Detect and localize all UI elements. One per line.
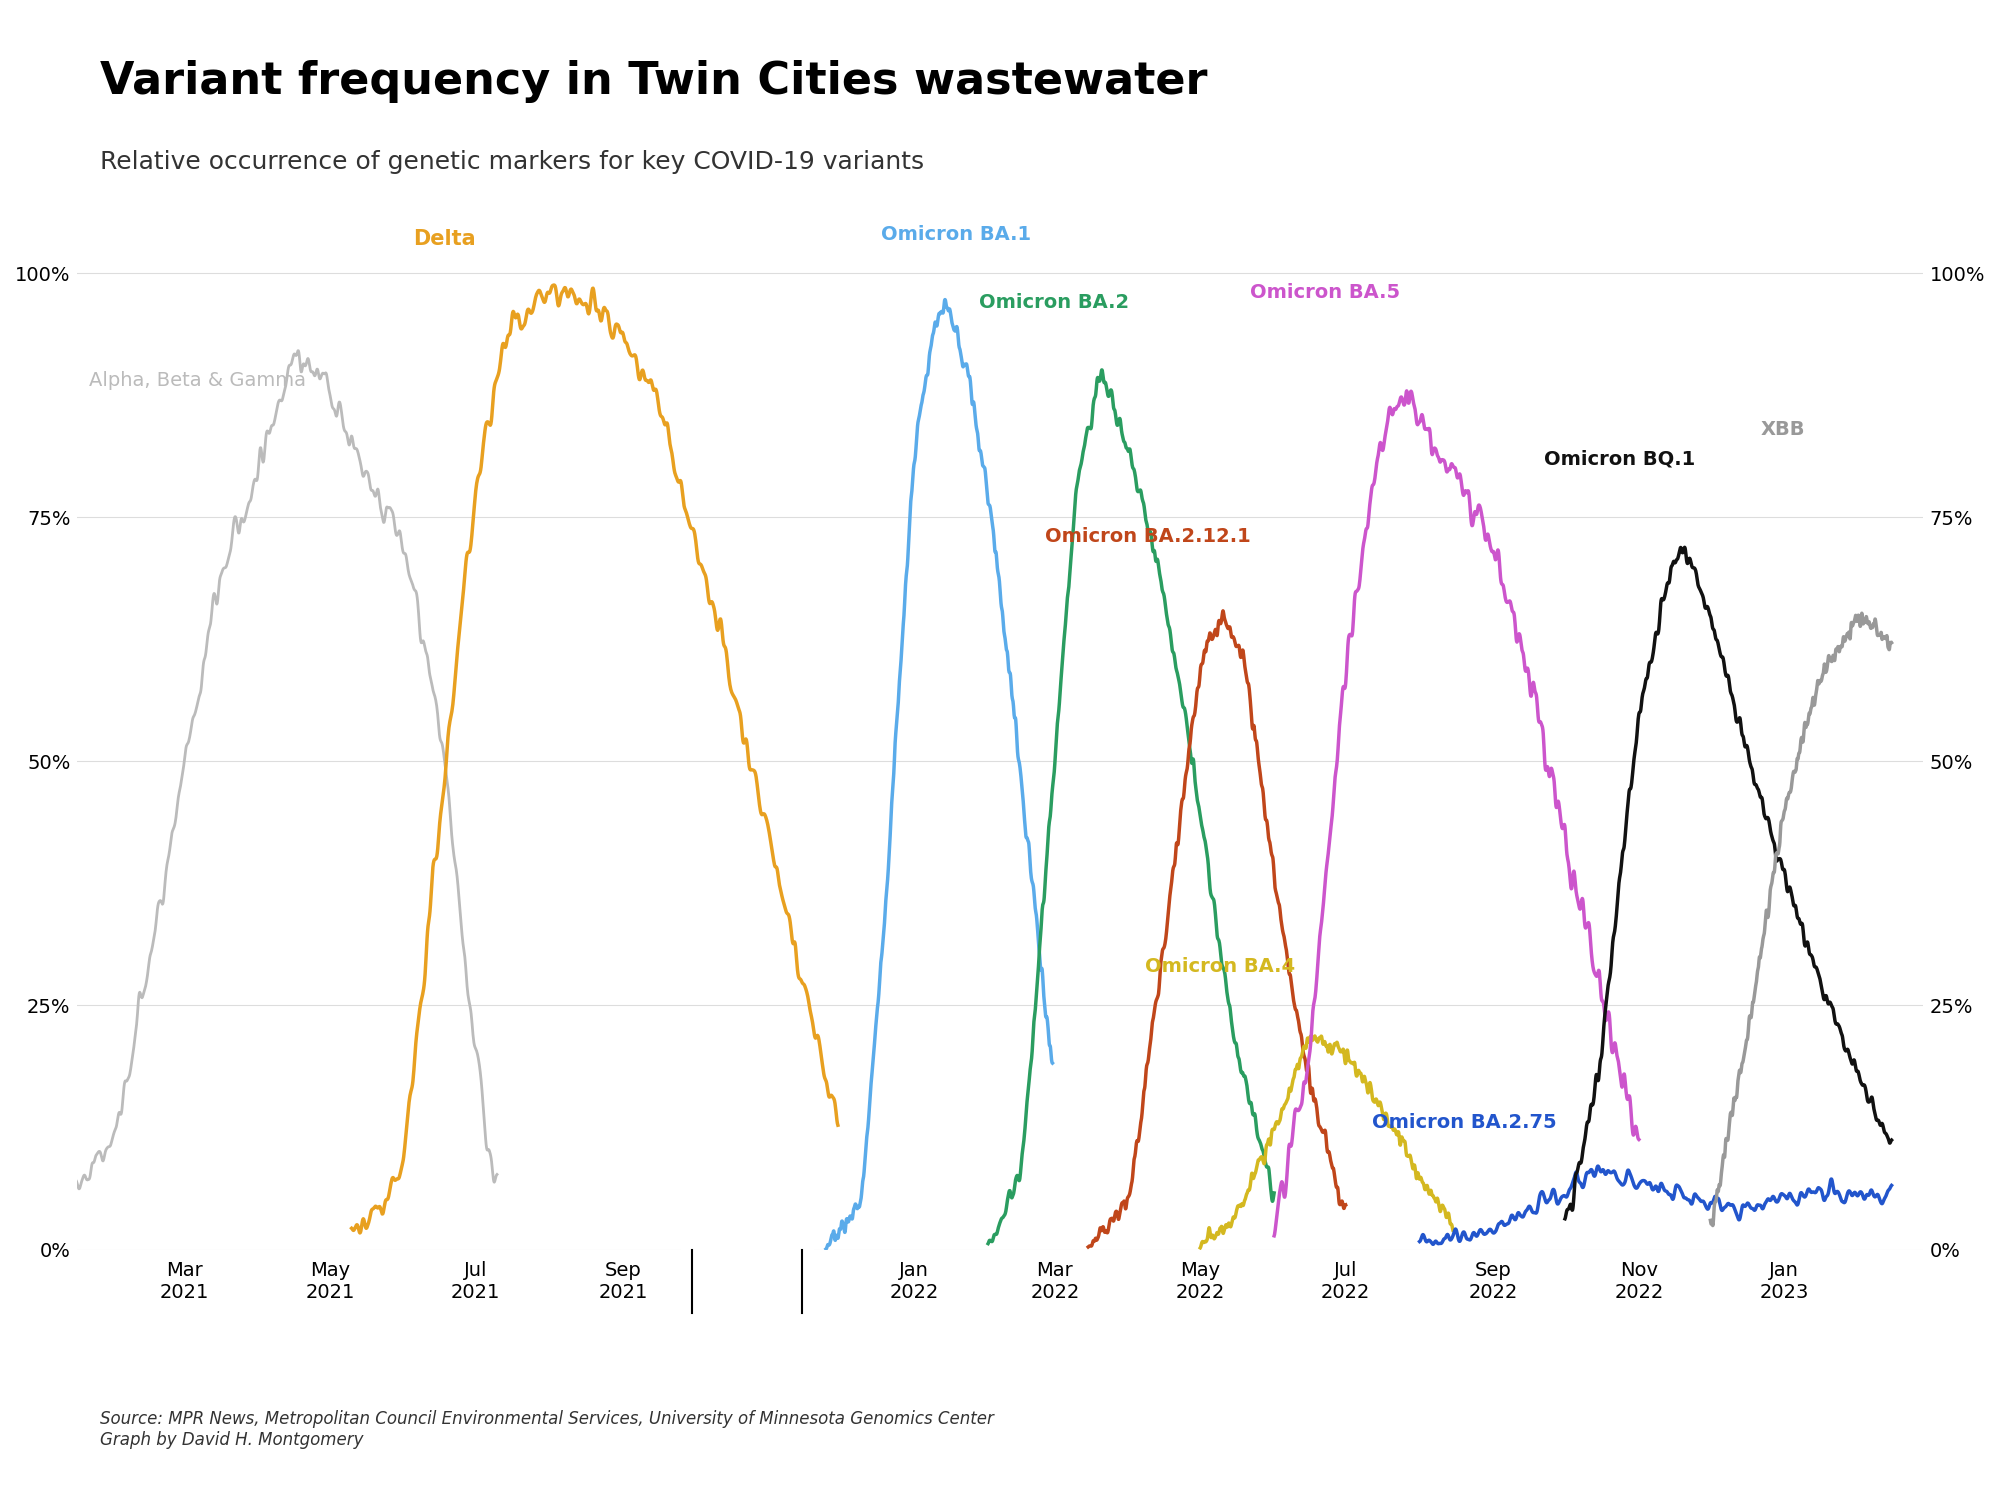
Text: Alpha, Beta & Gamma: Alpha, Beta & Gamma [90,372,306,390]
Text: XBB: XBB [1760,420,1804,440]
Text: Variant frequency in Twin Cities wastewater: Variant frequency in Twin Cities wastewa… [100,60,1208,104]
Text: Omicron BA.5: Omicron BA.5 [1250,284,1400,303]
Text: Omicron BA.2: Omicron BA.2 [978,292,1128,312]
Bar [680,1250,814,1354]
Text: Omicron BA.4: Omicron BA.4 [1146,957,1296,976]
Text: Omicron BA.2.12.1: Omicron BA.2.12.1 [1046,528,1252,546]
Text: Relative occurrence of genetic markers for key COVID-19 variants: Relative occurrence of genetic markers f… [100,150,924,174]
Text: Omicron BA.2.75: Omicron BA.2.75 [1372,1113,1556,1132]
Text: Source: MPR News, Metropolitan Council Environmental Services, University of Min: Source: MPR News, Metropolitan Council E… [100,1410,994,1449]
Text: Omicron BQ.1: Omicron BQ.1 [1544,450,1694,468]
Text: Delta: Delta [414,228,476,249]
Text: Omicron BA.1: Omicron BA.1 [880,225,1030,245]
